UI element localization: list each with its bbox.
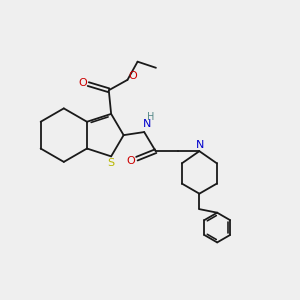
Text: N: N bbox=[196, 140, 204, 150]
Text: O: O bbox=[126, 156, 135, 166]
Text: H: H bbox=[147, 112, 155, 122]
Text: O: O bbox=[78, 78, 87, 88]
Text: O: O bbox=[128, 71, 137, 81]
Text: N: N bbox=[142, 119, 151, 129]
Text: S: S bbox=[107, 158, 114, 168]
